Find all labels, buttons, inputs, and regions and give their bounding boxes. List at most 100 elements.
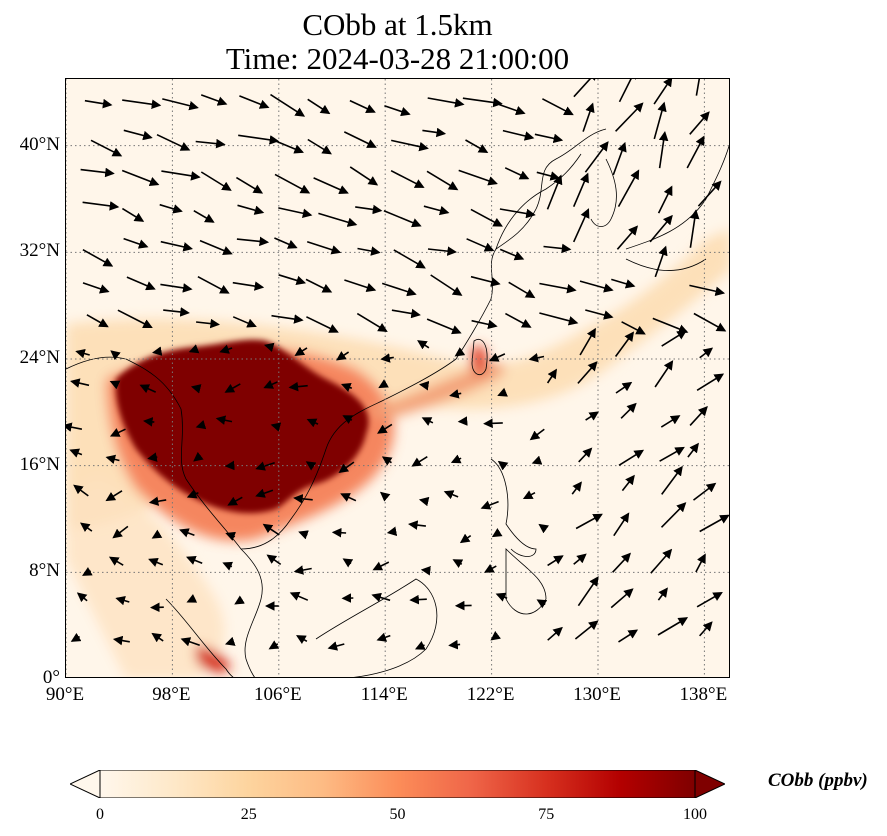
- wind-arrow: [505, 312, 532, 328]
- wind-arrow: [426, 170, 459, 191]
- wind-arrow: [414, 641, 426, 650]
- wind-arrow: [689, 284, 726, 296]
- wind-arrow: [190, 384, 202, 394]
- wind-arrow: [338, 461, 355, 474]
- wind-arrow: [538, 523, 550, 534]
- wind-arrow: [372, 561, 390, 571]
- wind-arrow: [349, 166, 379, 186]
- wind-arrow: [577, 576, 599, 607]
- wind-arrow: [342, 415, 354, 424]
- wind-arrow: [610, 588, 634, 609]
- wind-arrow: [225, 531, 236, 541]
- wind-arrow: [349, 99, 376, 113]
- wind-arrow: [73, 484, 89, 497]
- wind-arrow: [391, 139, 429, 152]
- wind-arrow: [186, 594, 198, 603]
- colorbar-label: CObb (ppbv): [768, 770, 868, 791]
- wind-arrow: [497, 387, 508, 397]
- wind-arrow: [661, 465, 683, 495]
- wind-arrow: [70, 378, 90, 388]
- wind-arrow: [420, 565, 431, 576]
- wind-arrow: [126, 276, 156, 291]
- wind-arrow: [224, 636, 236, 646]
- wind-arrow: [376, 632, 391, 642]
- wind-arrow: [82, 282, 110, 294]
- wind-arrow: [305, 278, 333, 293]
- wind-arrow: [255, 461, 275, 471]
- wind-arrow: [470, 275, 501, 287]
- wind-arrow: [86, 314, 109, 328]
- wind-arrow: [458, 169, 498, 186]
- wind-arrow: [342, 558, 354, 568]
- wind-arrow: [235, 176, 264, 194]
- wind-arrow: [572, 172, 589, 208]
- map-panel: [65, 78, 730, 678]
- wind-arrow: [427, 97, 465, 108]
- wind-arrow: [343, 131, 377, 148]
- wind-arrow: [82, 566, 93, 576]
- wind-arrow: [193, 210, 215, 223]
- wind-arrow: [696, 592, 723, 608]
- wind-arrow: [546, 174, 563, 210]
- wind-arrow: [618, 629, 639, 643]
- wind-arrow: [697, 180, 722, 207]
- wind-arrow: [355, 204, 383, 215]
- wind-arrow: [418, 496, 430, 507]
- wind-arrow: [294, 346, 308, 356]
- wind-arrow: [66, 422, 83, 432]
- wind-arrow: [615, 102, 644, 132]
- wind-arrow: [199, 239, 233, 255]
- wind-arrow: [289, 591, 309, 601]
- wind-arrow: [499, 103, 526, 116]
- colorbar-body: [99, 770, 696, 798]
- wind-arrow: [448, 639, 461, 650]
- lat-tick-label: 0°: [42, 667, 60, 688]
- wind-arrow: [621, 321, 646, 335]
- wind-arrow: [529, 428, 545, 441]
- wind-arrow: [654, 245, 668, 278]
- wind-arrow: [224, 383, 241, 393]
- sumatra-coast: [165, 598, 234, 677]
- wind-arrow: [653, 101, 667, 140]
- wind-arrow: [578, 447, 593, 463]
- wind-arrow: [293, 565, 312, 575]
- wind-arrow: [657, 185, 673, 214]
- wind-arrow: [305, 461, 317, 471]
- wind-arrow: [612, 552, 631, 573]
- wind-arrow: [151, 529, 163, 539]
- wind-arrow: [197, 275, 230, 294]
- wind-arrow: [162, 98, 199, 111]
- figure-time: Time: 2024-03-28 21:00:00: [225, 41, 570, 76]
- wind-arrow: [614, 331, 635, 357]
- wind-arrow: [371, 592, 391, 603]
- wind-arrow: [224, 460, 235, 471]
- lat-tick-label: 24°N: [19, 347, 60, 368]
- wind-arrow: [306, 418, 319, 428]
- wind-arrow: [180, 637, 200, 647]
- wind-arrow: [689, 209, 700, 248]
- wind-arrow: [298, 530, 309, 540]
- wind-arrow: [618, 79, 636, 103]
- wind-arrow: [572, 208, 590, 243]
- wind-arrow: [391, 308, 421, 319]
- map-canvas: [66, 79, 729, 677]
- wind-arrow: [186, 489, 199, 499]
- wind-arrow: [270, 422, 282, 432]
- wind-arrow: [163, 307, 190, 317]
- plume-south: [66, 479, 225, 677]
- wind-arrow: [160, 283, 193, 293]
- wind-arrow: [327, 641, 345, 651]
- wind-arrow: [80, 522, 93, 532]
- wind-arrow: [262, 523, 280, 536]
- wind-arrow: [179, 528, 195, 538]
- wind-arrow: [411, 456, 428, 467]
- wind-arrow: [82, 249, 114, 267]
- wind-arrow: [522, 490, 536, 500]
- wind-arrow: [70, 632, 82, 642]
- wind-arrow: [105, 454, 120, 465]
- wind-arrow: [539, 282, 577, 294]
- wind-arrow: [313, 177, 349, 195]
- wind-arrow: [613, 512, 630, 537]
- wind-arrow: [122, 99, 162, 109]
- luzon-coast: [490, 458, 537, 557]
